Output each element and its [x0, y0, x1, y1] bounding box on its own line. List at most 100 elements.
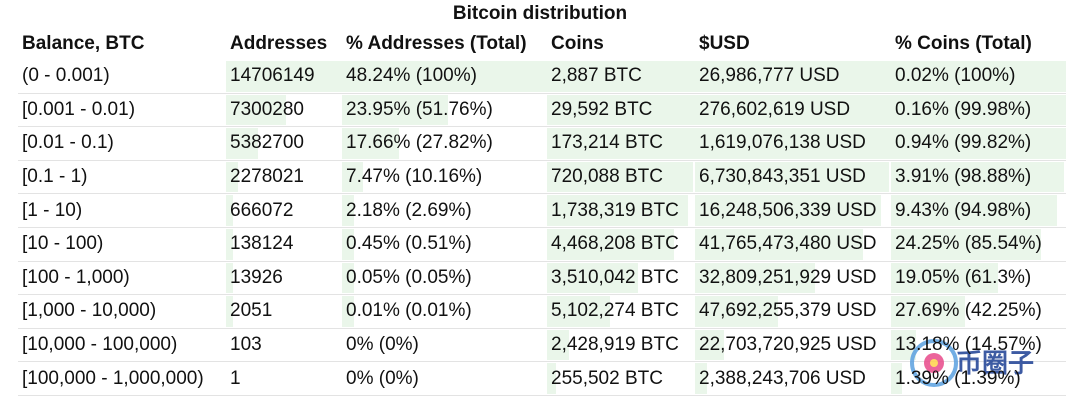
cell-fill-bar [547, 94, 695, 126]
cell-text: 26,986,777 USD [699, 65, 840, 87]
cell-text: [1 - 10) [22, 199, 83, 221]
cell-pct-coins: 13.18% (14.57%) [891, 329, 1066, 362]
cell-balance: [1,000 - 10,000) [18, 295, 226, 328]
cell-text: 0.01% (0.01%) [346, 300, 472, 322]
cell-pct-coins: 0.94% (99.82%) [891, 127, 1066, 160]
cell-fill-bar [695, 329, 724, 361]
cell-fill-bar [695, 61, 891, 92]
cell-balance: [0.01 - 0.1) [18, 127, 226, 160]
cell-text: 666072 [230, 199, 294, 221]
table-row: [1,000 - 10,000) 2051 0.01% (0.01%) 5,102,2… [18, 295, 1066, 329]
cell-fill-bar [695, 128, 891, 159]
cell-usd: 32,809,251,929 USD [695, 262, 891, 295]
cell-text: 2.18% (2.69%) [346, 199, 472, 221]
cell-text: 9.43% (94.98%) [895, 199, 1032, 221]
cell-coins: 4,468,208 BTC [547, 228, 695, 261]
cell-text: 3.91% (98.88%) [895, 166, 1032, 188]
cell-text: 5382700 [230, 132, 304, 154]
header-balance: Balance, BTC [22, 33, 145, 54]
cell-text: [10,000 - 100,000) [22, 334, 178, 356]
cell-usd: 6,730,843,351 USD [695, 161, 891, 194]
cell-text: 47,692,255,379 USD [699, 300, 877, 322]
cell-text: 48.24% (100%) [346, 65, 477, 87]
cell-pct-addresses: 0% (0%) [342, 362, 547, 395]
cell-fill-bar [891, 363, 902, 394]
cell-fill-bar [226, 161, 238, 193]
cell-fill-bar [226, 296, 233, 327]
cell-text: 0.94% (99.82%) [895, 132, 1032, 154]
cell-addresses: 13926 [226, 262, 342, 295]
cell-fill-bar [342, 161, 363, 193]
cell-fill-bar [547, 61, 695, 92]
cell-text: 27.69% (42.25%) [895, 300, 1042, 322]
table-row: [1 - 10) 666072 2.18% (2.69%) 1,738,319 BTC… [18, 194, 1066, 228]
cell-fill-bar [226, 128, 259, 159]
cell-usd: 41,765,473,480 USD [695, 228, 891, 261]
cell-fill-bar [695, 296, 778, 327]
cell-text: 14706149 [230, 65, 315, 87]
cell-fill-bar [695, 228, 863, 260]
cell-fill-bar [695, 161, 889, 193]
cell-text: 0.16% (99.98%) [895, 98, 1032, 120]
cell-fill-bar [547, 128, 695, 159]
cell-pct-coins: 3.91% (98.88%) [891, 161, 1066, 194]
cell-text: 173,214 BTC [551, 132, 663, 154]
cell-text: 16,248,506,339 USD [699, 199, 877, 221]
cell-text: 2,428,919 BTC [551, 334, 679, 356]
cell-addresses: 5382700 [226, 127, 342, 160]
cell-fill-bar [342, 195, 355, 226]
cell-pct-coins: 24.25% (85.54%) [891, 228, 1066, 261]
cell-fill-bar [695, 363, 707, 394]
cell-text: [0.001 - 0.01) [22, 98, 136, 120]
cell-text: 41,765,473,480 USD [699, 233, 877, 255]
cell-text: 720,088 BTC [551, 166, 663, 188]
cell-fill-bar [547, 296, 610, 327]
cell-pct-addresses: 17.66% (27.82%) [342, 127, 547, 160]
cell-pct-addresses: 23.95% (51.76%) [342, 94, 547, 127]
cell-text: 1,738,319 BTC [551, 199, 679, 221]
cell-pct-coins: 1.39% (1.39%) [891, 362, 1066, 395]
header-addresses: Addresses [230, 33, 328, 54]
cell-pct-addresses: 0.01% (0.01%) [342, 295, 547, 328]
cell-fill-bar [695, 94, 891, 126]
cell-pct-coins: 0.02% (100%) [891, 60, 1066, 93]
cell-text: 23.95% (51.76%) [346, 98, 493, 120]
cell-coins: 29,592 BTC [547, 94, 695, 127]
cell-text: 255,502 BTC [551, 367, 663, 389]
cell-coins: 173,214 BTC [547, 127, 695, 160]
watermark-logo: 币圈子 [906, 325, 1066, 403]
header-pct-coins: % Coins (Total) [895, 33, 1032, 54]
cell-text: 5,102,274 BTC [551, 300, 679, 322]
cell-text: 32,809,251,929 USD [699, 266, 877, 288]
cell-fill-bar [342, 128, 400, 159]
header-usd: $USD [699, 33, 750, 54]
cell-text: 7300280 [230, 98, 304, 120]
cell-text: 0% (0%) [346, 334, 419, 356]
cell-balance: [100 - 1,000) [18, 262, 226, 295]
distribution-table: Balance, BTC Addresses % Addresses (Tota… [18, 28, 1066, 396]
cell-text: 1.39% (1.39%) [895, 367, 1021, 389]
cell-fill-bar [891, 195, 1058, 226]
cell-text: [10 - 100) [22, 233, 104, 255]
cell-text: 22,703,720,925 USD [699, 334, 877, 356]
cell-usd: 26,986,777 USD [695, 60, 891, 93]
cell-coins: 720,088 BTC [547, 161, 695, 194]
table-row: [10 - 100) 138124 0.45% (0.51%) 4,468,208 B… [18, 228, 1066, 262]
cell-fill-bar [891, 128, 1066, 159]
cell-balance: [10,000 - 100,000) [18, 329, 226, 362]
cell-fill-bar [891, 262, 999, 294]
cell-fill-bar [342, 296, 355, 327]
cell-balance: [100,000 - 1,000,000) [18, 362, 226, 395]
cell-usd: 47,692,255,379 USD [695, 295, 891, 328]
cell-fill-bar [547, 228, 674, 260]
cell-fill-bar [547, 262, 638, 294]
cell-fill-bar [226, 262, 233, 294]
cell-coins: 255,502 BTC [547, 362, 695, 395]
cell-fill-bar [226, 228, 233, 260]
table-row: (0 - 0.001) 14706149 48.24% (100%) 2,887 BT… [18, 60, 1066, 94]
cell-balance: (0 - 0.001) [18, 60, 226, 93]
table-row: [100,000 - 1,000,000) 1 0% (0%) 255,502 BTC… [18, 362, 1066, 396]
cell-text: 0% (0%) [346, 367, 419, 389]
cell-balance: [0.001 - 0.01) [18, 94, 226, 127]
cell-pct-coins: 27.69% (42.25%) [891, 295, 1066, 328]
